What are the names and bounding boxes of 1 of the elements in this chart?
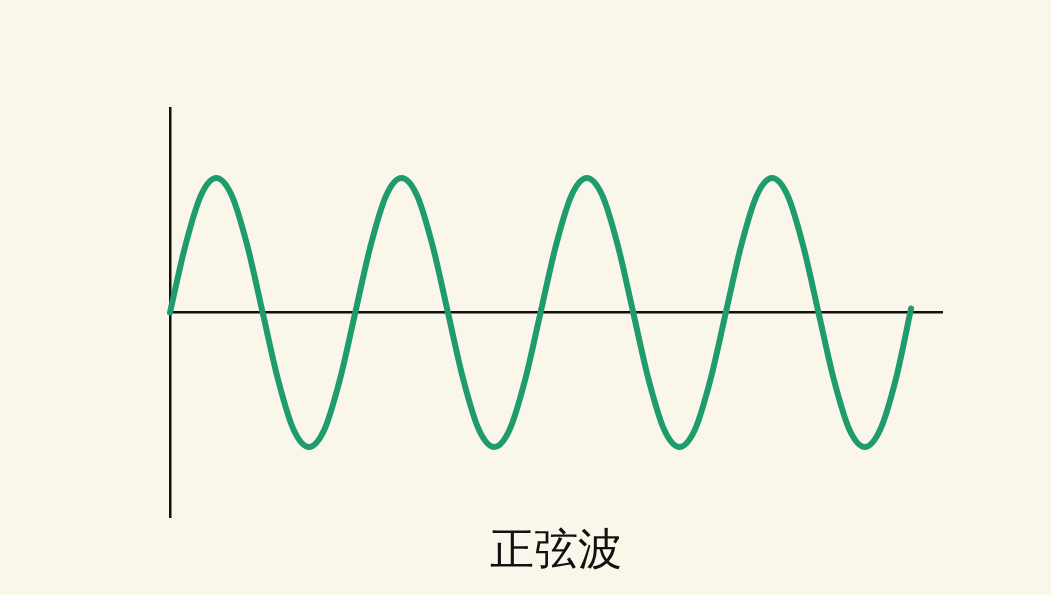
x-axis-title: 正弦波 <box>489 522 623 576</box>
